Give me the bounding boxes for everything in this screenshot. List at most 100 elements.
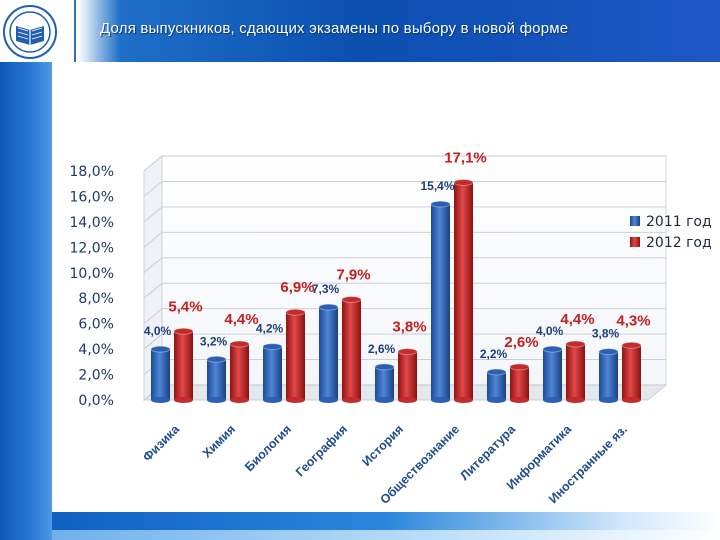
bar-top-2011 <box>430 200 451 208</box>
bar-2012 <box>342 299 361 400</box>
bar-top-2012 <box>341 295 362 303</box>
value-label-2012: 17,1% <box>444 149 487 166</box>
bar-2011 <box>319 307 338 400</box>
bar-2012 <box>454 182 473 400</box>
value-label-2012: 4,4% <box>560 311 594 328</box>
value-label-2011: 4,0% <box>536 324 564 338</box>
y-tick-label: 12,0% <box>70 240 114 256</box>
bar-2012 <box>174 331 193 400</box>
bar-chart: 0,0% 2,0% 4,0% 6,0% 8,0% 10,0% 12,0% 14,0% 16,0%… <box>70 149 712 506</box>
bar-top-2011 <box>262 343 283 351</box>
bar-2011 <box>151 349 170 400</box>
bar-top-2011 <box>318 303 339 311</box>
value-label-2011: 2,2% <box>480 347 508 361</box>
value-label-2012: 5,4% <box>168 298 202 315</box>
y-tick-label: 6,0% <box>78 317 114 333</box>
bar-2012 <box>230 344 249 400</box>
y-tick-label: 4,0% <box>78 342 114 358</box>
legend-swatch-2011 <box>630 216 640 226</box>
x-tick-label: Физика <box>140 421 183 464</box>
gridline <box>143 282 666 299</box>
bar-base-2011 <box>431 397 450 403</box>
value-label-2011: 4,0% <box>144 324 172 338</box>
bar-2012 <box>286 312 305 400</box>
bar-2012 <box>622 345 641 400</box>
bar-base-2012 <box>566 397 585 403</box>
bar-base-2011 <box>263 397 282 403</box>
bar-top-2011 <box>486 368 507 376</box>
y-tick-label: 0,0% <box>78 393 114 409</box>
bar-2011 <box>207 359 226 400</box>
bar-2011 <box>487 372 506 400</box>
bar-top-2011 <box>374 363 395 371</box>
bar-top-2012 <box>621 341 642 349</box>
bar-top-2012 <box>565 340 586 348</box>
value-label-2012: 2,6% <box>504 334 538 351</box>
left-decor-bar <box>0 62 52 540</box>
value-label-2012: 4,4% <box>224 311 258 328</box>
bar-base-2012 <box>454 397 473 403</box>
bottom-decor-bar-light <box>52 530 720 540</box>
bar-base-2011 <box>375 397 394 403</box>
gridline <box>143 155 666 172</box>
y-tick-label: 2,0% <box>78 368 114 384</box>
bar-base-2012 <box>286 397 305 403</box>
value-label-2012: 4,3% <box>616 312 650 329</box>
y-tick-label: 10,0% <box>70 266 114 282</box>
legend-swatch-2012 <box>630 237 640 247</box>
bar-top-2012 <box>229 340 250 348</box>
gridline <box>143 257 666 274</box>
bar-2011 <box>263 346 282 400</box>
bar-2011 <box>543 349 562 400</box>
value-label-2011: 3,2% <box>200 334 228 348</box>
bar-base-2012 <box>342 397 361 403</box>
emblem-book-icon <box>3 5 57 59</box>
bar-base-2012 <box>174 397 193 403</box>
bar-2012 <box>398 351 417 400</box>
y-tick-label: 16,0% <box>70 189 114 205</box>
value-label-2011: 7,3% <box>312 282 340 296</box>
bar-2011 <box>431 204 450 400</box>
gridline <box>143 206 666 223</box>
value-label-2012: 6,9% <box>280 279 314 296</box>
value-label-2012: 3,8% <box>392 319 426 336</box>
bar-top-2012 <box>397 348 418 356</box>
header-banner: Доля выпускников, сдающих экзамены по вы… <box>0 0 720 62</box>
value-label-2011: 15,4% <box>420 179 454 193</box>
x-tick-label: Химия <box>200 422 238 460</box>
bar-base-2012 <box>398 397 417 403</box>
value-label-2011: 3,8% <box>592 327 620 341</box>
y-tick-label: 18,0% <box>70 164 114 180</box>
bar-top-2011 <box>542 345 563 353</box>
x-tick-label: География <box>293 422 350 479</box>
slide-title: Доля выпускников, сдающих экзамены по вы… <box>100 20 569 37</box>
bar-2012 <box>510 366 529 400</box>
bar-base-2011 <box>207 397 226 403</box>
bar-2012 <box>566 344 585 400</box>
bar-base-2011 <box>151 397 170 403</box>
bar-top-2012 <box>453 178 474 186</box>
value-label-2012: 7,9% <box>336 266 370 283</box>
y-tick-label: 8,0% <box>78 291 114 307</box>
bar-base-2012 <box>622 397 641 403</box>
bar-2011 <box>599 351 618 400</box>
value-label-2011: 2,6% <box>368 342 396 356</box>
x-tick-label: Биология <box>242 422 294 474</box>
bar-base-2011 <box>543 397 562 403</box>
gridline <box>143 333 666 350</box>
bar-top-2012 <box>509 363 530 371</box>
bar-base-2011 <box>487 397 506 403</box>
bar-top-2011 <box>150 345 171 353</box>
bar-base-2012 <box>510 397 529 403</box>
bar-2011 <box>375 366 394 400</box>
bar-base-2011 <box>319 397 338 403</box>
gridline <box>143 308 666 325</box>
bar-base-2011 <box>599 397 618 403</box>
bar-top-2011 <box>206 355 227 363</box>
gridline <box>143 180 666 197</box>
bar-top-2012 <box>285 308 306 316</box>
gridline <box>143 231 666 248</box>
legend-label-2011: 2011 год <box>646 214 712 230</box>
bottom-decor-bar <box>52 512 720 530</box>
bar-top-2011 <box>598 348 619 356</box>
